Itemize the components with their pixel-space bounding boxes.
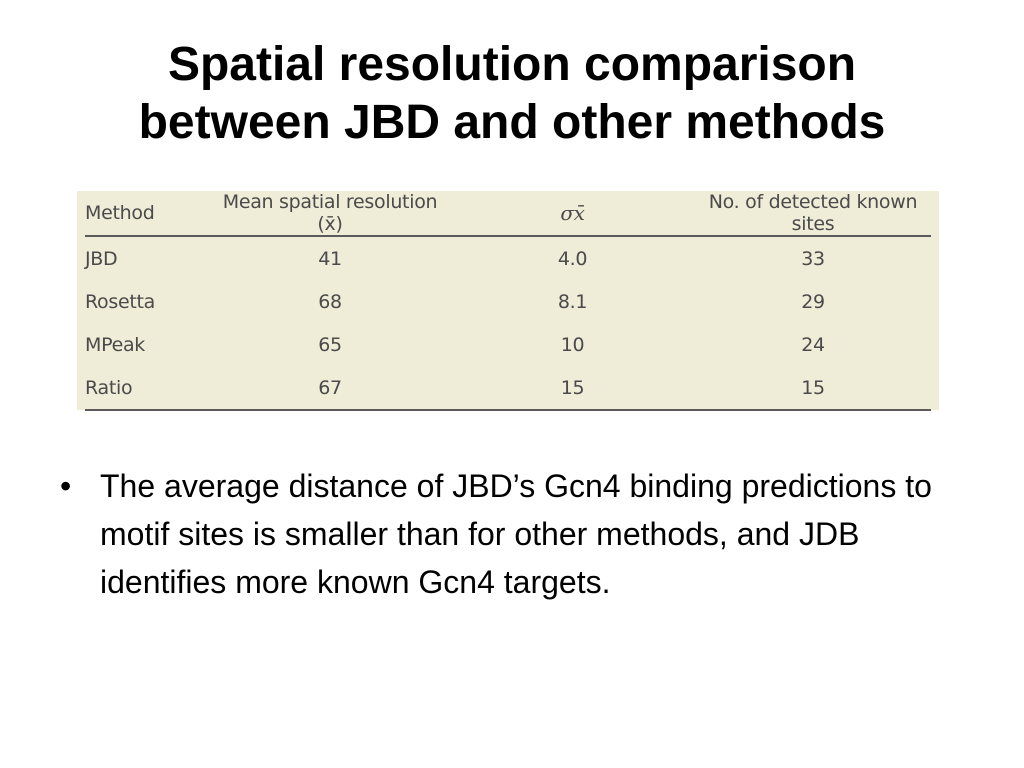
header-sigma: σx̄ bbox=[450, 191, 695, 237]
cell-mean: 65 bbox=[318, 333, 342, 356]
cell-sites: 15 bbox=[695, 366, 931, 411]
table-row: Rosetta 68 8.1 29 bbox=[85, 280, 931, 323]
bullet-icon: • bbox=[60, 468, 72, 504]
table-header-row: Method Mean spatial resolution (x̄) σx̄ … bbox=[85, 191, 931, 237]
slide-title-line-2: between JBD and other methods bbox=[138, 96, 886, 149]
cell-method: Ratio bbox=[85, 366, 210, 411]
cell-sigma: 10 bbox=[560, 333, 585, 356]
comparison-table: Method Mean spatial resolution (x̄) σx̄ … bbox=[85, 191, 931, 411]
cell-mean: 41 bbox=[318, 247, 342, 270]
cell-sites: 33 bbox=[801, 247, 825, 270]
table-row: Ratio 67 15 15 bbox=[85, 366, 931, 411]
slide-title-line-1: Spatial resolution comparison bbox=[167, 38, 857, 91]
cell-sigma: 4.0 bbox=[557, 247, 588, 270]
bullet-text: The average distance of JBD’s Gcn4 bindi… bbox=[100, 468, 932, 600]
header-detected-known-sites: No. of detected known sites bbox=[695, 191, 931, 237]
cell-sites: 24 bbox=[801, 333, 825, 356]
cell-sigma: 15 bbox=[450, 366, 695, 411]
header-method: Method bbox=[85, 191, 210, 237]
table-row: MPeak 65 10 24 bbox=[85, 323, 931, 366]
bullet-item: • The average distance of JBD’s Gcn4 bin… bbox=[60, 462, 960, 606]
cell-mean: 67 bbox=[210, 366, 450, 411]
comparison-table-figure: Method Mean spatial resolution (x̄) σx̄ … bbox=[77, 191, 939, 411]
cell-method: Rosetta bbox=[85, 290, 156, 313]
cell-method: JBD bbox=[85, 247, 118, 270]
header-mean-spatial-resolution: Mean spatial resolution (x̄) bbox=[210, 191, 450, 237]
table-row: JBD 41 4.0 33 bbox=[85, 236, 931, 280]
cell-sigma: 8.1 bbox=[557, 290, 588, 313]
bullet-list: • The average distance of JBD’s Gcn4 bin… bbox=[60, 462, 960, 606]
slide-title: Spatial resolution comparison between JB… bbox=[0, 36, 1024, 152]
cell-method: MPeak bbox=[85, 333, 146, 356]
cell-sites: 29 bbox=[801, 290, 825, 313]
cell-mean: 68 bbox=[318, 290, 342, 313]
